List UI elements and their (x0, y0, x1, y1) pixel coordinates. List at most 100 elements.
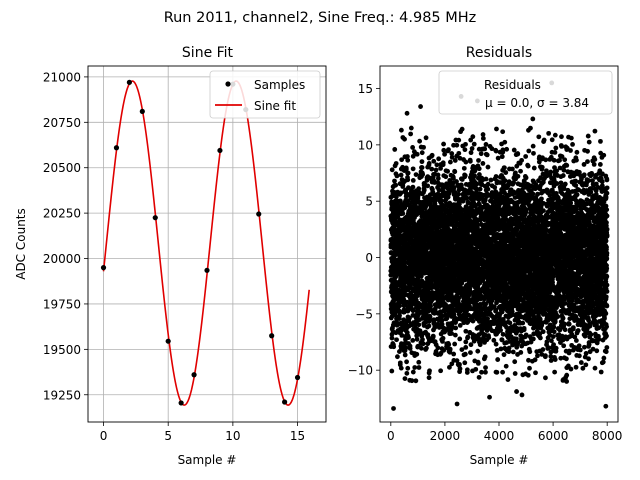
sine-fit-title: Sine Fit (182, 45, 234, 61)
residual-point (405, 177, 411, 183)
residual-point (397, 310, 403, 315)
sine-fit-y-tick-label: 19250 (43, 388, 81, 402)
residual-point (443, 174, 449, 180)
residual-point (502, 139, 508, 145)
residual-point (462, 351, 468, 357)
residual-point (392, 178, 397, 184)
residual-point (410, 369, 416, 375)
residual-point (415, 193, 421, 198)
residual-point (441, 347, 447, 353)
residual-point (470, 318, 476, 324)
residual-point (462, 173, 468, 178)
residual-point (465, 334, 471, 340)
residual-point (468, 150, 474, 156)
residual-point (446, 342, 452, 347)
residual-point (440, 160, 446, 166)
sample-point (178, 400, 184, 406)
sine-fit-points (100, 79, 301, 406)
residual-point (503, 363, 509, 369)
sine-fit-legend: Samples Sine fit (209, 70, 321, 119)
residual-point (520, 320, 526, 326)
residual-point (412, 365, 418, 370)
residual-point (504, 146, 510, 152)
residual-point (462, 360, 468, 366)
residual-point (389, 335, 395, 341)
residual-point (403, 345, 409, 351)
residual-point (485, 181, 491, 187)
sine-fit-y-tick-label: 19500 (43, 343, 81, 357)
residual-point (480, 136, 486, 141)
residual-point (397, 360, 403, 366)
residual-point (398, 190, 404, 196)
residual-point (463, 345, 469, 350)
residual-point (416, 365, 422, 370)
residual-point (510, 349, 516, 355)
residual-point (447, 346, 453, 352)
residual-point (418, 345, 424, 351)
residual-point (459, 126, 465, 132)
residual-point (398, 365, 404, 371)
residual-point (414, 151, 420, 157)
residual-point (404, 370, 410, 376)
sine-fit-y-tick-label: 20500 (43, 161, 81, 175)
sine-fit-x-tick-label: 10 (225, 429, 240, 443)
sine-fit-x-tick-label: 5 (164, 429, 172, 443)
residual-point (420, 172, 426, 177)
sine-fit-grid (88, 66, 326, 422)
residual-point (424, 345, 429, 351)
sample-point (204, 267, 210, 273)
residual-point (448, 159, 453, 165)
residual-point (438, 197, 444, 203)
residual-point (468, 350, 473, 356)
sine-fit-y-axis-label: ADC Counts (14, 208, 28, 280)
residual-point (405, 170, 411, 176)
residual-point (406, 185, 411, 191)
residual-point (425, 183, 431, 189)
residual-point (505, 377, 511, 382)
sample-point (256, 211, 262, 217)
residual-point (434, 162, 440, 168)
residual-point (427, 314, 433, 320)
residual-point (403, 166, 409, 172)
residual-point (441, 141, 446, 147)
residual-point (457, 336, 463, 342)
residual-point (439, 317, 445, 323)
residual-point (446, 147, 451, 153)
sample-point (294, 374, 301, 381)
residual-point (419, 150, 425, 156)
residual-point (452, 158, 458, 163)
sine-fit-y-tick-label: 20250 (43, 207, 81, 221)
residual-point (501, 352, 507, 358)
residual-point (502, 165, 507, 171)
residual-point (452, 332, 458, 338)
residual-point (410, 145, 416, 150)
sine-fit-y-tick-label: 20000 (43, 252, 81, 266)
residuals-panel: Residuals 0 2000 4000 6000 8000 −10−5051015 … (348, 45, 623, 467)
legend-samples-label: Samples (254, 78, 305, 92)
residual-point (402, 136, 407, 142)
sample-point (100, 265, 107, 271)
residual-point (495, 155, 501, 161)
residual-point (483, 369, 488, 375)
residual-point (399, 157, 405, 163)
sine-fit-y-tick-label: 19750 (43, 297, 81, 311)
residual-point (410, 166, 416, 172)
residual-point (476, 374, 482, 380)
sample-point (165, 338, 171, 344)
sine-fit-y-tick-label: 20750 (43, 116, 81, 130)
residual-point (421, 144, 426, 150)
figure-title: Run 2011, channel2, Sine Freq.: 4.985 MH… (164, 10, 477, 26)
sample-point (139, 108, 145, 115)
residual-point (441, 147, 447, 153)
residual-point (428, 303, 433, 309)
residual-point (419, 165, 425, 170)
residual-point (393, 182, 399, 188)
residual-point (433, 167, 439, 173)
residual-point (391, 344, 397, 350)
residual-point (404, 359, 409, 365)
residual-point (398, 328, 404, 334)
residual-point (414, 336, 420, 342)
residual-point (397, 303, 403, 309)
sample-point (152, 215, 158, 221)
